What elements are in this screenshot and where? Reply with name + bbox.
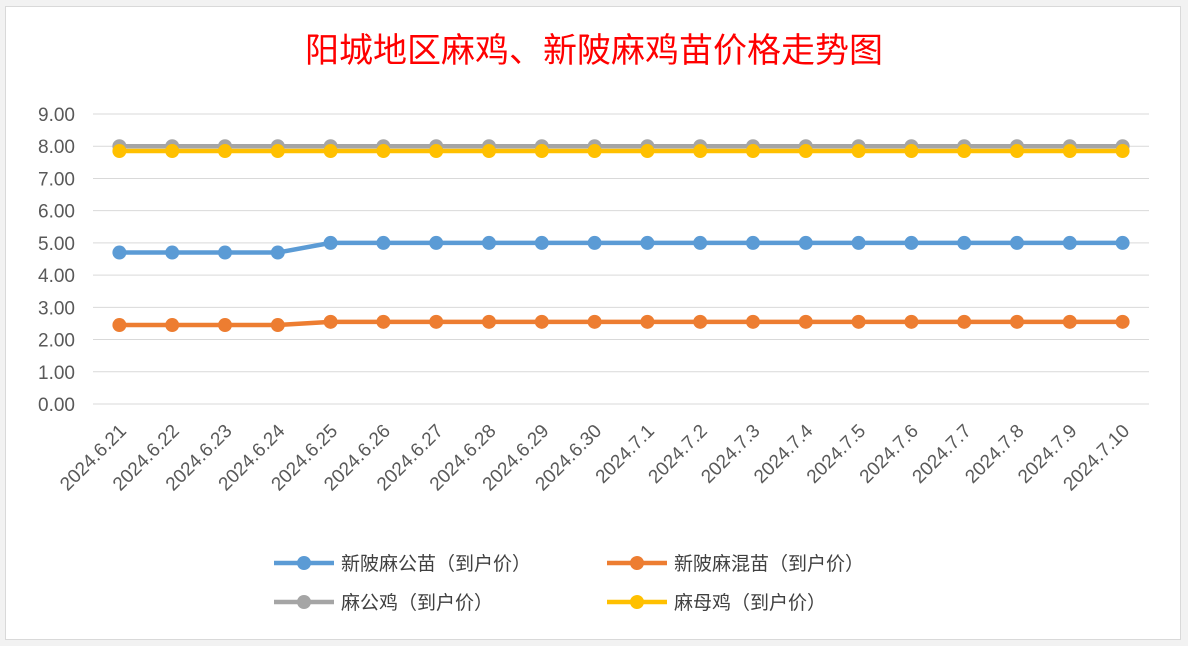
data-point[interactable]	[746, 235, 760, 250]
series-lines	[112, 139, 1130, 333]
y-tick-label: 5.00	[38, 234, 75, 255]
legend-label: 新陂麻混苗（到户价）	[674, 553, 864, 575]
data-point[interactable]	[693, 314, 708, 329]
legend-item[interactable]: 新陂麻公苗（到户价）	[274, 553, 531, 575]
data-point[interactable]	[640, 314, 655, 329]
data-point[interactable]	[534, 144, 549, 159]
series-group	[112, 314, 1130, 333]
data-point[interactable]	[904, 144, 919, 159]
data-point[interactable]	[957, 144, 972, 159]
data-point[interactable]	[165, 245, 180, 260]
y-tick-label: 8.00	[38, 137, 75, 158]
legend-label: 麻母鸡（到户价）	[674, 592, 826, 614]
data-point[interactable]	[323, 235, 338, 250]
data-point[interactable]	[587, 314, 602, 329]
data-point[interactable]	[482, 144, 496, 159]
data-point[interactable]	[429, 144, 444, 159]
data-point[interactable]	[957, 235, 972, 250]
data-point[interactable]	[904, 314, 919, 329]
data-point[interactable]	[218, 144, 232, 159]
data-point[interactable]	[218, 245, 232, 260]
data-point[interactable]	[957, 314, 972, 329]
data-point[interactable]	[376, 235, 391, 250]
data-point[interactable]	[270, 318, 285, 333]
data-point[interactable]	[323, 314, 338, 329]
legend[interactable]: 新陂麻公苗（到户价） 新陂麻混苗（到户价） 麻公鸡（到户价） 麻母鸡（到户价）	[274, 553, 864, 614]
legend-label: 新陂麻公苗（到户价）	[341, 553, 531, 575]
legend-item[interactable]: 麻公鸡（到户价）	[274, 592, 493, 614]
series-group	[112, 235, 1130, 260]
legend-marker	[297, 595, 311, 609]
y-tick-label: 0.00	[38, 395, 75, 416]
y-tick-label: 7.00	[38, 169, 75, 190]
data-point[interactable]	[1062, 314, 1077, 329]
data-point[interactable]	[429, 314, 444, 329]
y-tick-label: 6.00	[38, 202, 75, 223]
y-tick-label: 2.00	[38, 331, 75, 352]
y-axis-tick-labels: 0.00 1.00 2.00 3.00 4.00 5.00 6.00 7.00 8.00 9.00	[38, 105, 75, 416]
legend-item[interactable]: 新陂麻混苗（到户价）	[607, 553, 864, 575]
chart-title: 阳城地区麻鸡、新陂麻鸡苗价格走势图	[305, 31, 883, 71]
data-point[interactable]	[112, 318, 127, 333]
data-point[interactable]	[798, 314, 813, 329]
line-chart: 阳城地区麻鸡、新陂麻鸡苗价格走势图 0.00 1.00 2.00 3.00 4.00 5.…	[38, 31, 1149, 614]
legend-marker	[630, 556, 644, 570]
data-point[interactable]	[746, 314, 760, 329]
data-point[interactable]	[270, 245, 285, 260]
series-line	[119, 240, 1123, 255]
gridlines	[93, 113, 1149, 405]
data-point[interactable]	[1062, 144, 1077, 159]
data-point[interactable]	[798, 144, 813, 159]
data-point[interactable]	[587, 235, 602, 250]
data-point[interactable]	[904, 235, 919, 250]
data-point[interactable]	[1010, 314, 1024, 329]
data-point[interactable]	[851, 144, 866, 159]
data-point[interactable]	[165, 144, 180, 159]
data-point[interactable]	[851, 314, 866, 329]
legend-marker	[630, 595, 644, 609]
data-point[interactable]	[587, 144, 602, 159]
y-tick-label: 4.00	[38, 266, 75, 287]
y-tick-label: 1.00	[38, 363, 75, 384]
y-tick-label: 9.00	[38, 105, 75, 126]
legend-marker	[297, 556, 311, 570]
chart-area[interactable]: 阳城地区麻鸡、新陂麻鸡苗价格走势图 0.00 1.00 2.00 3.00 4.00 5.…	[5, 6, 1181, 640]
data-point[interactable]	[1010, 144, 1024, 159]
data-point[interactable]	[640, 235, 655, 250]
data-point[interactable]	[323, 144, 338, 159]
data-point[interactable]	[482, 314, 496, 329]
data-point[interactable]	[640, 144, 655, 159]
data-point[interactable]	[534, 235, 549, 250]
data-point[interactable]	[112, 144, 127, 159]
series-line	[119, 319, 1123, 328]
data-point[interactable]	[1010, 235, 1024, 250]
data-point[interactable]	[746, 144, 760, 159]
data-point[interactable]	[534, 314, 549, 329]
data-point[interactable]	[851, 235, 866, 250]
data-point[interactable]	[1062, 235, 1077, 250]
data-point[interactable]	[1115, 144, 1130, 159]
data-point[interactable]	[429, 235, 444, 250]
data-point[interactable]	[1115, 235, 1130, 250]
data-point[interactable]	[693, 235, 708, 250]
data-point[interactable]	[798, 235, 813, 250]
x-axis-tick-labels: 2024.6.212024.6.222024.6.232024.6.242024…	[56, 420, 1134, 495]
series-group	[112, 144, 1130, 159]
data-point[interactable]	[218, 318, 232, 333]
data-point[interactable]	[165, 318, 180, 333]
data-point[interactable]	[1115, 314, 1130, 329]
legend-item[interactable]: 麻母鸡（到户价）	[607, 592, 826, 614]
data-point[interactable]	[376, 314, 391, 329]
data-point[interactable]	[112, 245, 127, 260]
data-point[interactable]	[693, 144, 708, 159]
legend-label: 麻公鸡（到户价）	[341, 592, 493, 614]
data-point[interactable]	[482, 235, 496, 250]
data-point[interactable]	[376, 144, 391, 159]
y-tick-label: 3.00	[38, 298, 75, 319]
data-point[interactable]	[270, 144, 285, 159]
